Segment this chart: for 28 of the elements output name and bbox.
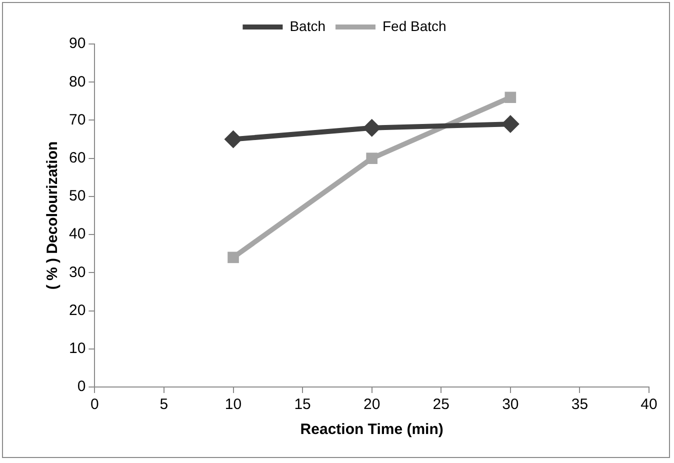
y-tick-label: 90 (68, 35, 86, 52)
x-axis-title: Reaction Time (min) (300, 421, 444, 438)
point (224, 130, 242, 148)
y-tick-label: 60 (68, 149, 86, 166)
legend-label: Fed Batch (382, 18, 446, 34)
x-tick-label: 5 (160, 396, 168, 414)
legend-label: Batch (290, 18, 326, 34)
point (504, 92, 516, 104)
x-tick-label: 20 (364, 396, 380, 414)
y-tick-label: 40 (68, 226, 86, 243)
point (366, 152, 378, 164)
y-tick-label: 70 (68, 111, 86, 128)
y-axis-title: ( % ) Decolourization (44, 141, 62, 290)
y-tick-label: 20 (68, 302, 86, 319)
point (228, 252, 239, 264)
y-tick-label: 50 (68, 188, 86, 205)
x-tick-label: 0 (90, 396, 99, 414)
x-tick-label: 25 (432, 396, 450, 414)
y-tick-label: 10 (68, 340, 86, 358)
x-tick-label: 30 (502, 396, 519, 414)
x-tick-label: 15 (294, 396, 311, 414)
x-tick-label: 40 (640, 396, 658, 414)
y-tick-label: 80 (68, 73, 86, 90)
y-tick-label: 0 (77, 378, 86, 396)
point (362, 118, 381, 137)
y-tick-label: 30 (68, 264, 86, 281)
x-tick-label: 35 (571, 396, 588, 414)
x-tick-label: 10 (224, 396, 242, 414)
